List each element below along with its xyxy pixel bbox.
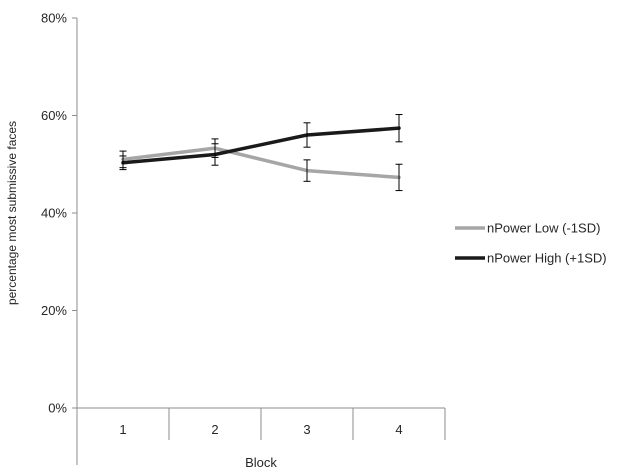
y-tick-label: 60% [41, 108, 67, 123]
y-tick-label: 20% [41, 303, 67, 318]
x-axis-title: Block [245, 455, 277, 470]
error-bar [211, 143, 219, 166]
y-tick-label: 0% [48, 401, 67, 416]
error-bar [395, 114, 403, 143]
x-tick-label: 1 [119, 422, 126, 437]
x-axis: 1 2 3 4 [76, 407, 446, 465]
series-line [121, 146, 401, 180]
series-0 [119, 138, 403, 192]
x-ticks: 1 2 3 4 [76, 408, 446, 465]
y-ticks: 0% 20% 40% 60% 80% [41, 11, 77, 416]
error-bar [303, 159, 311, 182]
legend: nPower Low (-1SD) nPower High (+1SD) [455, 221, 607, 266]
legend-label: nPower High (+1SD) [487, 251, 607, 266]
legend-label: nPower Low (-1SD) [487, 221, 600, 236]
x-tick-label: 3 [303, 422, 310, 437]
error-bar [303, 122, 311, 148]
x-tick-label: 4 [395, 422, 402, 437]
y-axis: 0% 20% 40% 60% 80% [41, 11, 78, 416]
error-bar [395, 163, 403, 192]
y-tick-label: 40% [41, 206, 67, 221]
y-axis-title: percentage most submissive faces [5, 121, 19, 305]
series-line [121, 126, 401, 165]
error-bar [119, 155, 127, 171]
y-tick-label: 80% [41, 11, 67, 26]
series-1 [119, 114, 403, 171]
x-tick-label: 2 [211, 422, 218, 437]
series-layer [119, 114, 403, 192]
